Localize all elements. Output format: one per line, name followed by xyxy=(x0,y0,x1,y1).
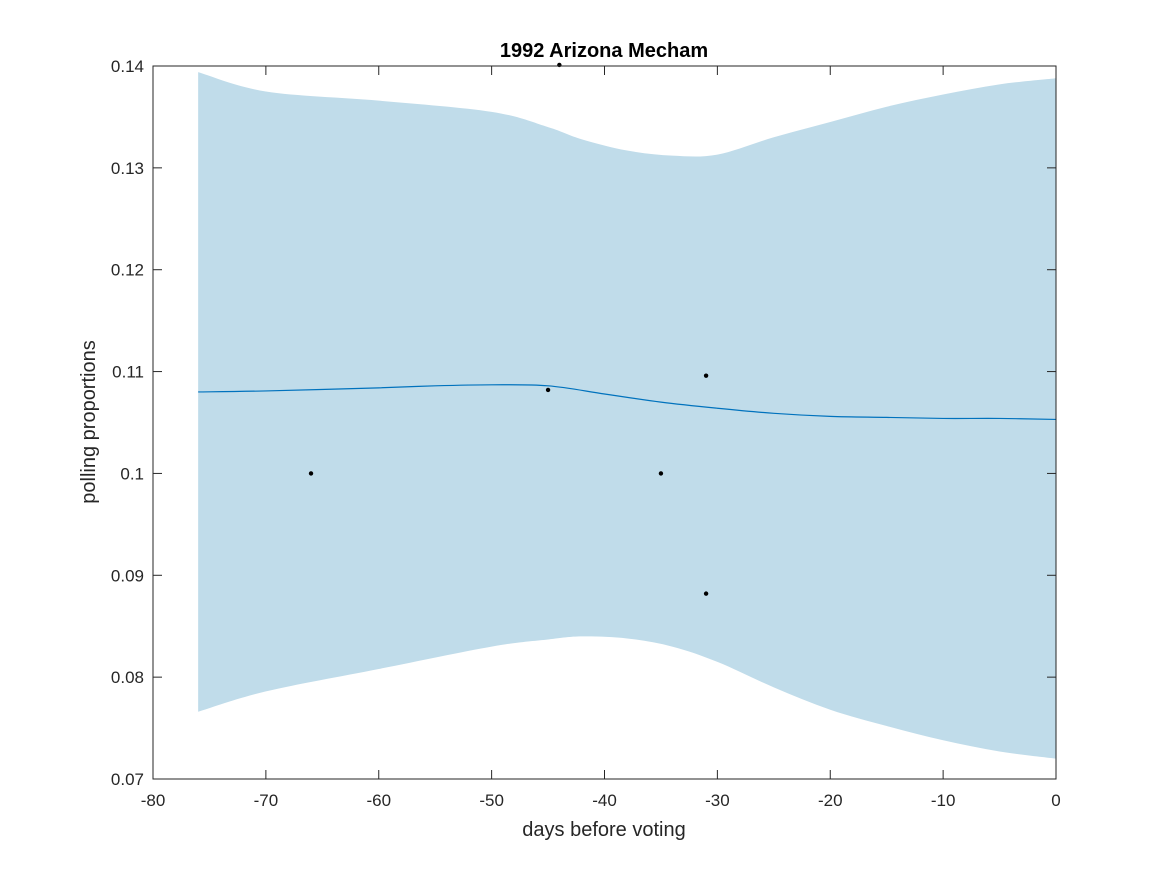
x-tick-label: -40 xyxy=(592,791,617,810)
x-axis-label: days before voting xyxy=(522,819,685,841)
poll-point xyxy=(658,471,664,476)
x-tick-label: -80 xyxy=(141,791,166,810)
y-tick-label: 0.14 xyxy=(111,57,144,76)
y-tick-label: 0.09 xyxy=(111,566,144,585)
chart-title: 1992 Arizona Mecham xyxy=(500,40,708,62)
y-tick-label: 0.12 xyxy=(111,261,144,280)
x-tick-label: -60 xyxy=(366,791,391,810)
x-tick-label: 0 xyxy=(1051,791,1060,810)
trend-line xyxy=(198,384,1057,421)
trend-line-layer xyxy=(198,384,1057,421)
y-axis-ticks: 0.07 0.08 0.09 0.1 0.11 0.12 0.13 0.14 xyxy=(111,57,1056,789)
y-tick-label: 0.1 xyxy=(120,464,144,483)
poll-point xyxy=(545,387,551,393)
x-axis-ticks: -80 -70 -60 -50 -40 -30 -20 -10 0 xyxy=(141,66,1061,810)
x-tick-label: -30 xyxy=(705,791,730,810)
x-tick-label: -20 xyxy=(818,791,843,810)
confidence-band xyxy=(198,72,1056,759)
x-tick-label: -70 xyxy=(254,791,279,810)
y-tick-label: 0.08 xyxy=(111,668,144,687)
confidence-band-layer xyxy=(198,72,1056,759)
x-tick-label: -10 xyxy=(931,791,956,810)
poll-point xyxy=(703,591,709,596)
poll-point xyxy=(308,471,314,476)
y-axis-label: polling proportions xyxy=(78,340,100,503)
y-tick-label: 0.07 xyxy=(111,770,144,789)
y-tick-label: 0.11 xyxy=(112,363,144,382)
poll-point xyxy=(703,373,709,378)
y-tick-label: 0.13 xyxy=(111,159,144,178)
x-tick-label: -50 xyxy=(479,791,504,810)
poll-point xyxy=(557,62,562,68)
